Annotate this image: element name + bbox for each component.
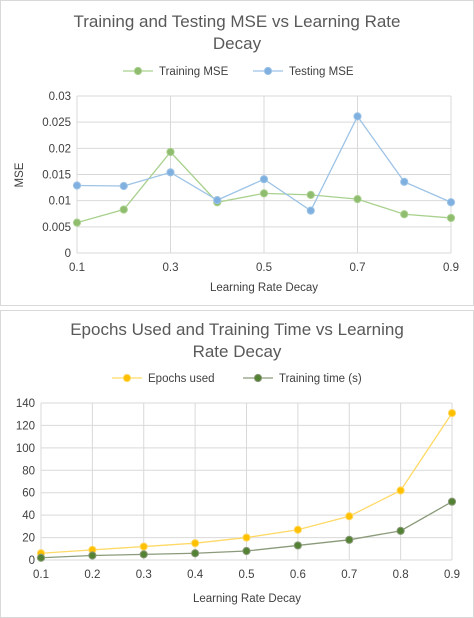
data-point (293, 541, 302, 550)
legend-swatch-marker (253, 373, 263, 383)
data-point (293, 525, 302, 534)
x-tick-label: 0.6 (290, 569, 306, 581)
data-point (88, 551, 97, 560)
data-point (72, 181, 82, 190)
data-point (259, 175, 269, 184)
data-point (36, 553, 46, 562)
y-tick-label: 0.01 (49, 196, 71, 208)
legend-swatch-marker (263, 66, 273, 76)
x-tick-label: 0.7 (350, 262, 366, 274)
data-point (242, 546, 251, 556)
x-tick-label: 0.2 (84, 569, 100, 581)
y-tick-label: 0.015 (42, 170, 71, 182)
epochs-chart-panel: Epochs Used and Training Time vs Learnin… (0, 310, 474, 618)
legend-item: Training MSE (123, 66, 229, 78)
data-point (447, 497, 457, 506)
data-point (446, 198, 456, 207)
y-tick-label: 0 (65, 248, 71, 260)
x-tick-label: 0.7 (341, 569, 357, 581)
chart-title-line2: Rate Decay (193, 342, 282, 361)
x-tick-label: 0.1 (33, 569, 49, 581)
legend-label: Testing MSE (289, 66, 354, 78)
data-point (119, 205, 128, 214)
data-point (446, 213, 456, 223)
x-tick-label: 0.9 (443, 262, 459, 274)
gridlines (76, 95, 452, 254)
y-tick-label: 0 (29, 555, 35, 567)
x-tick-label: 0.5 (256, 262, 272, 274)
y-tick-label: 140 (16, 398, 35, 410)
mse-chart: Training and Testing MSE vs Learning Rat… (14, 12, 459, 294)
data-point (306, 190, 315, 200)
y-tick-label: 0.03 (49, 91, 71, 103)
data-point (166, 147, 175, 157)
data-point (447, 408, 457, 418)
data-point (353, 112, 362, 121)
data-point (345, 535, 354, 544)
gridlines (40, 402, 453, 561)
chart-title-line1: Training and Testing MSE vs Learning Rat… (74, 12, 401, 31)
series-training-time-s (36, 497, 457, 562)
data-point (400, 177, 409, 186)
y-tick-label: 0.005 (42, 222, 71, 234)
data-point (306, 206, 315, 215)
epochs-chart: Epochs Used and Training Time vs Learnin… (16, 320, 460, 605)
data-point (191, 549, 200, 558)
data-point (242, 533, 251, 542)
data-point (400, 210, 409, 219)
series-group (36, 408, 457, 562)
y-tick-label: 100 (16, 443, 35, 455)
data-point (259, 189, 269, 198)
x-tick-label: 0.1 (69, 262, 85, 274)
data-point (353, 194, 362, 204)
data-point (396, 526, 405, 535)
legend-item: Testing MSE (253, 66, 354, 78)
y-tick-label: 0.025 (42, 117, 71, 129)
data-point (119, 181, 128, 191)
legend-label: Epochs used (148, 373, 215, 385)
series-testing-mse (72, 112, 456, 215)
legend-item: Training time (s) (243, 373, 362, 385)
x-axis-label: Learning Rate Decay (210, 282, 318, 294)
data-point (191, 539, 200, 548)
data-point (213, 196, 222, 205)
y-tick-label: 0.02 (49, 143, 71, 155)
x-tick-label: 0.8 (393, 569, 409, 581)
x-axis-label: Learning Rate Decay (193, 593, 301, 605)
data-point (139, 550, 148, 559)
x-tick-label: 0.5 (239, 569, 255, 581)
x-tick-label: 0.4 (187, 569, 204, 581)
x-tick-label: 0.3 (163, 262, 179, 274)
legend-label: Training time (s) (279, 373, 362, 385)
series-epochs-used (36, 408, 457, 558)
chart-title-line2: Decay (213, 34, 262, 53)
legend-item: Epochs used (112, 373, 215, 385)
y-tick-label: 40 (22, 510, 35, 522)
axis-ticks: 0 0.005 0.01 0.015 0.02 0.025 0.03 0.1 0.3 0.5 0.7… (42, 91, 459, 274)
x-tick-label: 0.9 (444, 569, 460, 581)
legend-label: Training MSE (159, 66, 229, 78)
y-tick-label: 80 (22, 465, 35, 477)
legend: Epochs used Training time (s) (112, 373, 362, 385)
y-axis-label: MSE (14, 162, 26, 187)
legend-swatch-marker (133, 66, 143, 76)
data-point (345, 512, 354, 521)
data-point (139, 542, 148, 551)
legend: Training MSE Testing MSE (123, 66, 354, 78)
series-group (72, 112, 456, 227)
legend-swatch-marker (122, 373, 132, 383)
y-tick-label: 120 (16, 420, 35, 432)
axis-ticks: 0 20 40 60 80 100 120 140 0.1 0.2 0.3 0.4 0.5 0.6 0.7 0… (16, 398, 460, 581)
x-tick-label: 0.3 (136, 569, 152, 581)
y-tick-label: 60 (22, 488, 35, 500)
data-point (166, 168, 175, 177)
data-point (396, 486, 405, 495)
mse-chart-panel: Training and Testing MSE vs Learning Rat… (0, 0, 474, 306)
data-point (72, 218, 82, 227)
chart-title-line1: Epochs Used and Training Time vs Learnin… (70, 320, 404, 339)
y-tick-label: 20 (22, 533, 35, 545)
